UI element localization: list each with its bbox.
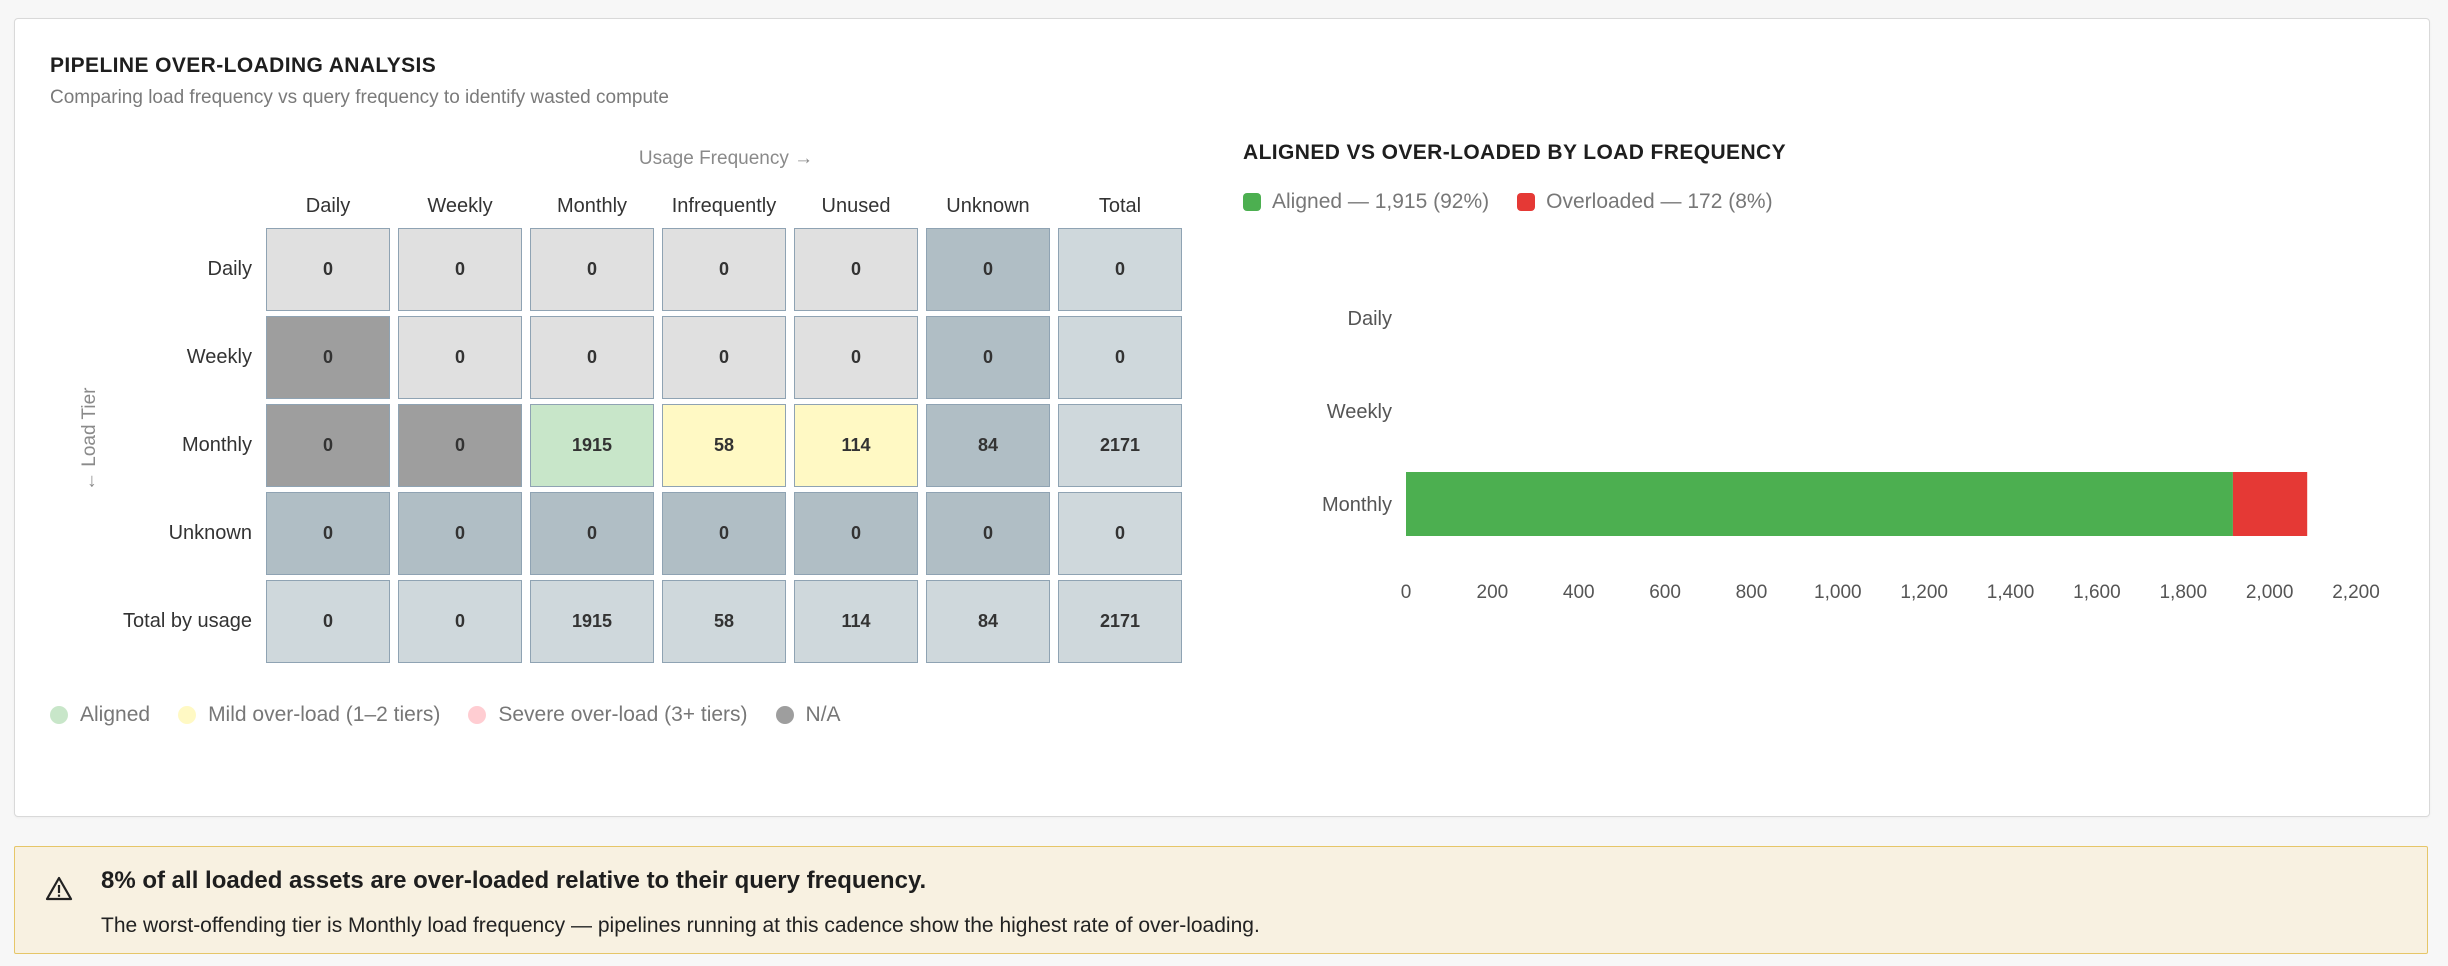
matrix-cell: 114 <box>794 404 918 487</box>
matrix-cell: 0 <box>662 316 786 399</box>
bar-segment <box>2232 472 2308 536</box>
legend-label: Aligned — 1,915 (92%) <box>1272 190 1490 213</box>
warning-icon <box>45 876 73 901</box>
matrix-cell: 2171 <box>1058 404 1182 487</box>
matrix-cell: 0 <box>1058 316 1182 399</box>
column-header-total: Total <box>1098 195 1142 217</box>
bar-segment <box>1406 472 2233 536</box>
alert-body: The worst-offending tier is Monthly load… <box>101 914 1260 937</box>
column-header-monthly: Monthly <box>556 195 628 217</box>
x-tick-label: 2,200 <box>2332 582 2380 603</box>
legend-dot-icon <box>775 706 794 724</box>
chart-title: ALIGNED VS OVER-LOADED BY LOAD FREQUENCY <box>1243 141 1786 164</box>
matrix-cell: 1915 <box>530 580 654 663</box>
legend-label: N/A <box>805 703 841 726</box>
x-tick-label: 1,600 <box>2073 582 2121 603</box>
chart-legend-item: Aligned — 1,915 (92%) <box>1243 190 1489 214</box>
column-header-weekly: Weekly <box>427 195 493 217</box>
matrix-legend-item: N/A <box>775 703 841 727</box>
matrix-cell: 0 <box>266 580 390 663</box>
usage-frequency-axis-label: Usage Frequency → <box>638 148 814 169</box>
matrix-legend: Aligned Mild over-load (1–2 tiers) Severe … <box>50 703 869 727</box>
x-tick-label: 1,000 <box>1814 582 1862 603</box>
matrix-cell: 2171 <box>1058 580 1182 663</box>
legend-swatch-icon <box>1243 193 1261 211</box>
matrix-cell: 84 <box>926 404 1050 487</box>
legend-swatch-icon <box>1517 193 1536 211</box>
matrix-cell: 0 <box>266 404 390 487</box>
alert-headline: 8% of all loaded assets are over-loaded … <box>101 867 927 894</box>
matrix-cell: 84 <box>926 580 1050 663</box>
matrix-cell: 0 <box>662 492 786 575</box>
y-tick-label: Monthly <box>1322 494 1392 516</box>
matrix-cell: 0 <box>926 228 1050 311</box>
row-header-weekly: Weekly <box>186 346 252 368</box>
legend-label: Aligned <box>80 703 151 726</box>
x-tick-label: 1,800 <box>2159 582 2207 603</box>
panel-title: PIPELINE OVER-LOADING ANALYSIS <box>50 54 437 77</box>
matrix-cell: 0 <box>1058 492 1182 575</box>
matrix-cell: 0 <box>398 404 522 487</box>
x-tick-label: 1,200 <box>1900 582 1948 603</box>
row-header-daily: Daily <box>207 258 252 280</box>
matrix-cell: 0 <box>266 316 390 399</box>
x-tick-label: 1,400 <box>1987 582 2035 603</box>
y-tick-label: Weekly <box>1327 401 1392 423</box>
chart-legend-item: Overloaded — 172 (8%) <box>1517 190 1773 214</box>
matrix-cell: 0 <box>926 316 1050 399</box>
matrix-cell: 0 <box>266 228 390 311</box>
matrix-cell: 0 <box>398 580 522 663</box>
y-tick-label: Daily <box>1348 308 1392 330</box>
matrix-cell: 58 <box>662 580 786 663</box>
x-tick-label: 2,000 <box>2246 582 2294 603</box>
legend-dot-icon <box>50 706 68 724</box>
matrix-cell: 58 <box>662 404 786 487</box>
matrix-cell: 0 <box>530 316 654 399</box>
matrix-cell: 1915 <box>530 404 654 487</box>
matrix-cell: 0 <box>530 228 654 311</box>
x-tick-label: 200 <box>1477 582 1509 603</box>
matrix-cell: 0 <box>794 228 918 311</box>
matrix-legend-item: Severe over-load (3+ tiers) <box>468 703 748 727</box>
matrix-cell: 0 <box>530 492 654 575</box>
matrix-cell: 0 <box>794 316 918 399</box>
legend-label: Severe over-load (3+ tiers) <box>498 703 748 726</box>
column-header-unused: Unused <box>821 195 891 217</box>
matrix-cell: 114 <box>794 580 918 663</box>
matrix-cell: 0 <box>794 492 918 575</box>
column-header-unknown: Unknown <box>946 195 1030 217</box>
panel-subtitle: Comparing load frequency vs query freque… <box>50 87 669 108</box>
x-tick-label: 0 <box>1401 582 1412 603</box>
legend-dot-icon <box>468 706 487 724</box>
legend-label: Overloaded — 172 (8%) <box>1546 190 1773 213</box>
matrix-legend-item: Aligned <box>50 703 150 727</box>
matrix-cell: 0 <box>398 492 522 575</box>
legend-label: Mild over-load (1–2 tiers) <box>208 703 441 726</box>
x-tick-label: 800 <box>1736 582 1768 603</box>
matrix-cell: 0 <box>1058 228 1182 311</box>
matrix-legend-item: Mild over-load (1–2 tiers) <box>178 703 440 727</box>
matrix-cell: 0 <box>662 228 786 311</box>
alert-banner: 8% of all loaded assets are over-loaded … <box>14 846 2428 954</box>
chart-legend: Aligned — 1,915 (92%) Overloaded — 172 (8… <box>1243 190 1801 214</box>
matrix-cell: 0 <box>266 492 390 575</box>
row-header-unknown: Unknown <box>168 522 252 544</box>
stacked-bar-chart: Daily Weekly Monthly 0 200 400 600 800 1,000 1,20… <box>1322 308 2380 603</box>
x-tick-label: 600 <box>1649 582 1681 603</box>
matrix-cell: 0 <box>398 228 522 311</box>
x-tick-label: 400 <box>1563 582 1595 603</box>
matrix-cell: 0 <box>926 492 1050 575</box>
column-header-daily: Daily <box>305 195 351 217</box>
legend-dot-icon <box>178 706 197 724</box>
row-header-total-by-usage: Total by usage <box>123 610 252 632</box>
row-header-monthly: Monthly <box>181 434 252 456</box>
matrix-cell: 0 <box>398 316 522 399</box>
column-header-infrequently: Infrequently <box>671 195 777 217</box>
